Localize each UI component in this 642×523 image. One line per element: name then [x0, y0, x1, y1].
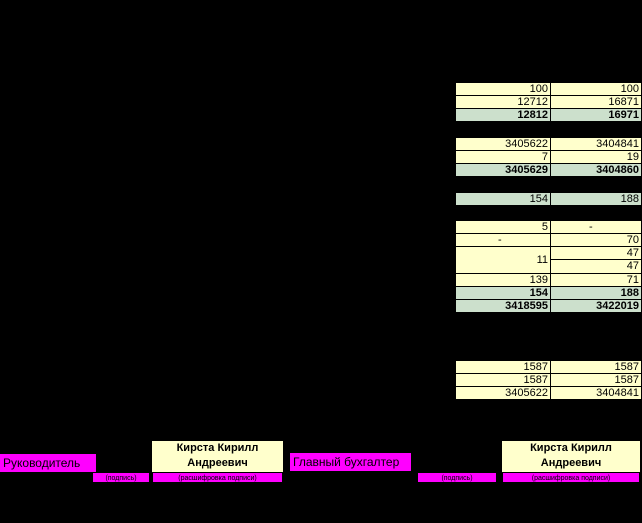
total-cell: 16971 [551, 109, 642, 122]
value-cell: 1587 [551, 361, 642, 374]
accountant-label: Главный бухгалтер [290, 453, 411, 471]
grand-total-cell: 3422019 [551, 300, 642, 313]
value-cell: 11 [456, 247, 551, 274]
value-cell: 47 [551, 260, 642, 274]
value-cell: 47 [551, 247, 642, 260]
accountant-name-hint: (расшифровка подписи) [502, 472, 640, 483]
value-cell: - [551, 221, 642, 234]
total-cell: 154 [456, 287, 551, 300]
value-cell: 70 [551, 234, 642, 247]
value-cell: 100 [551, 83, 642, 96]
grand-total-cell: 3418595 [456, 300, 551, 313]
head-signature-hint: (подпись) [92, 472, 150, 483]
accountant-signature-hint: (подпись) [417, 472, 497, 483]
value-cell: - [456, 234, 551, 247]
value-cell: 3404841 [551, 387, 642, 400]
value-cell: 12712 [456, 96, 551, 109]
value-cell: 100 [456, 83, 551, 96]
value-cell: 3405622 [456, 387, 551, 400]
value-cell: 19 [551, 151, 642, 164]
value-cell: 139 [456, 274, 551, 287]
value-cell: 16871 [551, 96, 642, 109]
value-cell: 71 [551, 274, 642, 287]
value-cell: 3405622 [456, 138, 551, 151]
value-cell: 1587 [551, 374, 642, 387]
value-cell: 1587 [456, 374, 551, 387]
value-cell: 154 [456, 193, 551, 206]
value-cell: 5 [456, 221, 551, 234]
accountant-name: Кирста Кирилл Андреевич [502, 441, 640, 472]
head-label: Руководитель [0, 454, 96, 472]
value-cell: 7 [456, 151, 551, 164]
total-cell: 188 [551, 287, 642, 300]
value-cell: 3404841 [551, 138, 642, 151]
head-name-hint: (расшифровка подписи) [152, 472, 283, 483]
value-cell: 188 [551, 193, 642, 206]
total-cell: 3404860 [551, 164, 642, 177]
total-cell: 3405629 [456, 164, 551, 177]
total-cell: 12812 [456, 109, 551, 122]
head-name: Кирста Кирилл Андреевич [152, 441, 283, 472]
value-cell: 1587 [456, 361, 551, 374]
